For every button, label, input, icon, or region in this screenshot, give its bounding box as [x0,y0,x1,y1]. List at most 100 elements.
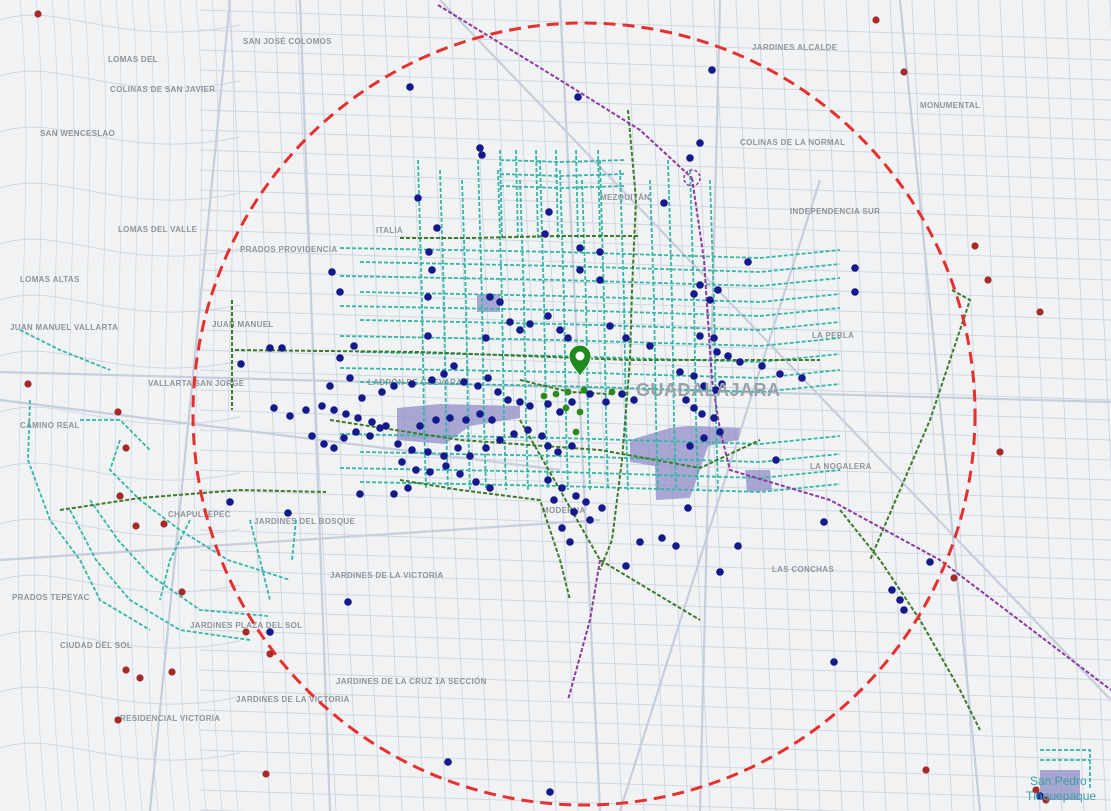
route-line [108,439,291,581]
point-blue [524,426,532,434]
point-blue [896,596,904,604]
point-red [168,668,176,676]
neighborhood-labels: LOMAS DEL SAN JOSÉ COLOMOS COLINAS DE SAN … [10,37,980,723]
point-blue [658,534,666,542]
point-blue [1036,792,1044,800]
point-red [922,766,930,774]
point-blue [344,598,352,606]
point-blue [568,398,576,406]
point-blue [712,386,720,394]
point-blue [576,244,584,252]
point-blue [406,83,414,91]
route-line [400,235,640,239]
point-blue [428,376,436,384]
point-red [1032,786,1040,794]
point-blue [394,440,402,448]
route-line [691,177,1111,691]
point-blue [336,354,344,362]
point-blue [302,406,310,414]
point-blue [582,498,590,506]
point-blue [460,378,468,386]
route-line [689,169,699,491]
point-blue [556,326,564,334]
route-line [89,499,269,617]
point-blue [758,362,766,370]
point-blue [446,414,454,422]
point-blue [424,448,432,456]
point-blue [710,334,718,342]
point-blue [716,428,724,436]
route-line [535,149,539,241]
point-blue [696,139,704,147]
point-blue [308,432,316,440]
point-blue [484,374,492,382]
point-green [540,392,548,400]
neighborhood-label: VALLARTA SAN JORGE [148,379,245,388]
route-line [1040,749,1091,790]
point-blue [342,410,350,418]
route-line [499,159,627,163]
point-blue [636,538,644,546]
route-line [839,509,981,731]
neighborhood-label: LA NOGALERA [810,462,872,471]
route-line [159,519,191,601]
point-red [266,650,274,658]
point-blue [926,558,934,566]
corner-label-san-pedro: San Pedro [1030,774,1087,788]
neighborhood-label: JARDINES DEL BOSQUE [254,517,355,526]
point-blue [736,358,744,366]
point-blue [706,296,714,304]
neighborhood-label: MODERNA [542,506,585,515]
point-blue [382,422,390,430]
route-line [567,559,601,701]
point-blue [330,444,338,452]
route-line [461,179,471,491]
route-line [291,519,297,561]
point-blue [574,93,582,101]
point-blue [476,410,484,418]
point-blue [340,434,348,442]
point-blue [433,224,441,232]
route-line [437,4,693,179]
point-green [580,386,588,394]
neighborhood-label: MEZQUITÁN [600,193,650,202]
point-red [116,492,124,500]
route-line [619,169,629,491]
point-blue [237,360,245,368]
route-line [575,149,579,241]
point-blue [358,394,366,402]
roundabout [683,169,701,187]
point-blue [618,390,626,398]
point-blue [424,293,432,301]
point-blue [440,370,448,378]
point-blue [744,258,752,266]
point-blue [716,568,724,576]
point-blue [354,414,362,422]
point-blue [546,788,554,796]
route-line [234,349,820,361]
route-line [329,419,761,470]
point-blue [496,436,504,444]
point-red [950,574,958,582]
point-blue [286,412,294,420]
point-blue [425,248,433,256]
point-blue [690,290,698,298]
point-blue [526,320,534,328]
point-blue [698,410,706,418]
highlight-area [745,470,772,492]
point-blue [830,658,838,666]
point-blue [474,382,482,390]
point-blue [444,758,452,766]
point-blue [328,268,336,276]
point-red [1042,796,1050,804]
point-blue [486,484,494,492]
point-blue [566,538,574,546]
point-blue [516,398,524,406]
location-pin-icon[interactable] [568,344,592,377]
point-blue [318,402,326,410]
point-blue [598,504,606,512]
point-blue [226,498,234,506]
point-red [178,588,186,596]
